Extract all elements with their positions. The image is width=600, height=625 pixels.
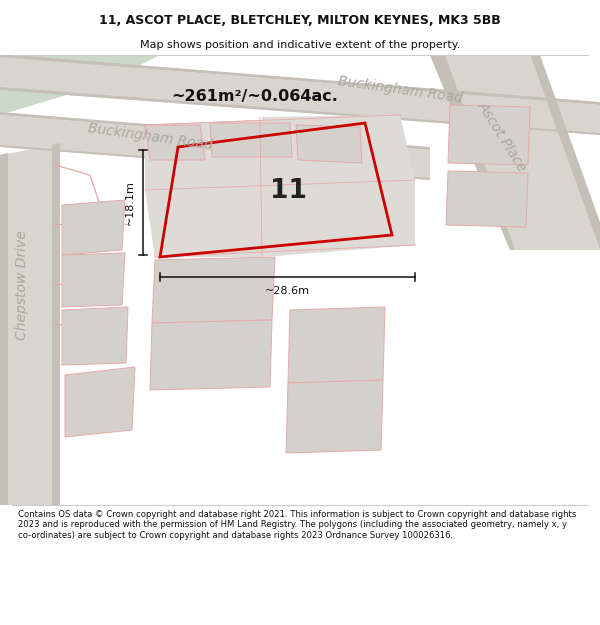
Text: Chepstow Drive: Chepstow Drive <box>15 230 29 340</box>
Polygon shape <box>62 307 128 365</box>
Polygon shape <box>262 180 415 257</box>
Polygon shape <box>145 120 262 190</box>
Polygon shape <box>0 54 600 105</box>
Polygon shape <box>150 320 272 390</box>
Text: Buckingham Road: Buckingham Road <box>337 74 463 106</box>
Text: ~261m²/~0.064ac.: ~261m²/~0.064ac. <box>172 89 338 104</box>
Polygon shape <box>446 171 528 227</box>
Polygon shape <box>52 143 60 505</box>
Text: ~18.1m: ~18.1m <box>125 180 135 225</box>
Polygon shape <box>430 55 515 250</box>
Polygon shape <box>0 55 160 115</box>
Polygon shape <box>0 87 600 135</box>
Polygon shape <box>145 190 262 257</box>
Polygon shape <box>210 123 292 157</box>
Text: ~28.6m: ~28.6m <box>265 286 310 296</box>
Polygon shape <box>0 57 600 135</box>
Polygon shape <box>145 115 415 257</box>
Polygon shape <box>0 112 430 150</box>
Polygon shape <box>65 367 135 437</box>
Polygon shape <box>296 125 362 163</box>
Text: Contains OS data © Crown copyright and database right 2021. This information is : Contains OS data © Crown copyright and d… <box>18 510 577 539</box>
Text: Map shows position and indicative extent of the property.: Map shows position and indicative extent… <box>140 39 460 49</box>
Polygon shape <box>530 55 600 250</box>
Polygon shape <box>0 145 55 505</box>
Polygon shape <box>62 200 125 255</box>
Polygon shape <box>0 145 430 180</box>
Polygon shape <box>286 380 383 453</box>
Polygon shape <box>152 257 275 323</box>
Text: Ascot Place: Ascot Place <box>475 99 529 174</box>
Polygon shape <box>0 115 430 180</box>
Polygon shape <box>288 307 385 383</box>
Polygon shape <box>262 115 415 190</box>
Polygon shape <box>0 153 8 505</box>
Polygon shape <box>448 105 530 165</box>
Text: 11: 11 <box>270 177 307 204</box>
Text: 11, ASCOT PLACE, BLETCHLEY, MILTON KEYNES, MK3 5BB: 11, ASCOT PLACE, BLETCHLEY, MILTON KEYNE… <box>99 14 501 27</box>
Polygon shape <box>62 253 125 307</box>
Text: Buckingham Road: Buckingham Road <box>87 121 213 152</box>
Polygon shape <box>430 55 600 250</box>
Polygon shape <box>145 125 205 160</box>
